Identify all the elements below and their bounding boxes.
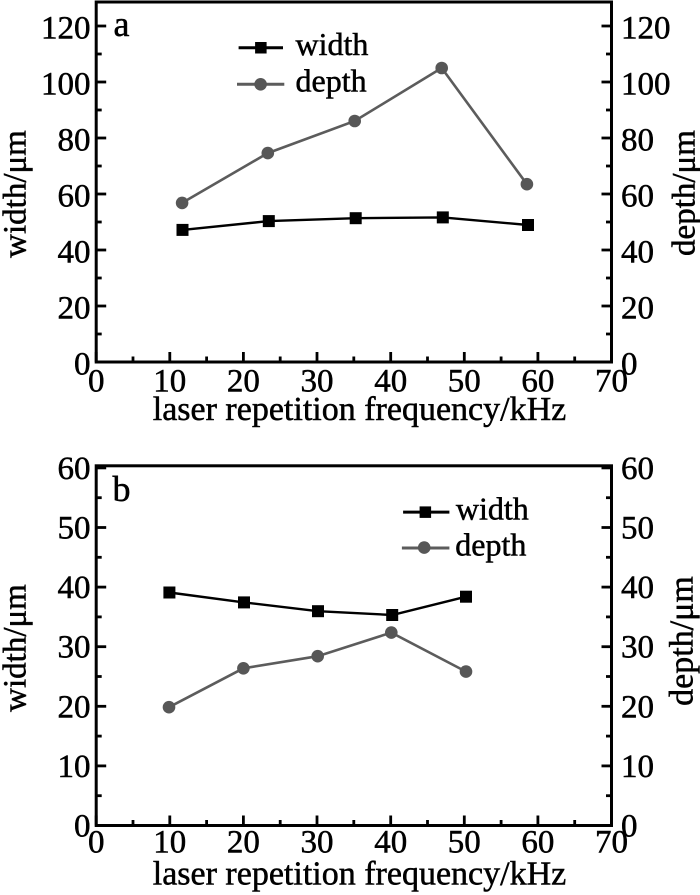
svg-text:70: 70 xyxy=(595,825,628,861)
svg-text:10: 10 xyxy=(153,364,186,400)
svg-text:0: 0 xyxy=(74,347,91,383)
svg-text:width/μm: width/μm xyxy=(0,130,34,258)
svg-text:0: 0 xyxy=(88,364,105,400)
svg-text:10: 10 xyxy=(621,749,654,785)
svg-text:30: 30 xyxy=(301,825,334,861)
svg-text:0: 0 xyxy=(621,809,638,845)
svg-text:60: 60 xyxy=(621,451,654,487)
svg-text:30: 30 xyxy=(621,630,654,666)
svg-text:80: 80 xyxy=(621,123,654,159)
svg-text:50: 50 xyxy=(58,511,91,547)
svg-text:0: 0 xyxy=(74,809,91,845)
svg-text:80: 80 xyxy=(58,123,91,159)
svg-text:40: 40 xyxy=(58,570,91,606)
svg-text:a: a xyxy=(114,4,130,44)
svg-text:120: 120 xyxy=(621,11,671,47)
svg-text:10: 10 xyxy=(58,749,91,785)
svg-text:40: 40 xyxy=(621,235,654,271)
svg-text:40: 40 xyxy=(374,825,407,861)
svg-text:20: 20 xyxy=(58,689,91,725)
svg-text:20: 20 xyxy=(58,291,91,327)
svg-text:50: 50 xyxy=(448,364,481,400)
svg-text:40: 40 xyxy=(374,364,407,400)
svg-text:60: 60 xyxy=(521,825,554,861)
svg-text:100: 100 xyxy=(621,67,671,103)
svg-text:0: 0 xyxy=(88,825,105,861)
svg-text:60: 60 xyxy=(521,364,554,400)
svg-text:30: 30 xyxy=(58,630,91,666)
svg-text:depth/μm: depth/μm xyxy=(664,576,700,706)
svg-text:laser repetition frequency/kHz: laser repetition frequency/kHz xyxy=(153,391,566,428)
svg-text:depth: depth xyxy=(296,63,367,99)
svg-text:50: 50 xyxy=(448,825,481,861)
svg-text:40: 40 xyxy=(621,570,654,606)
svg-text:b: b xyxy=(113,469,131,509)
svg-text:width/μm: width/μm xyxy=(0,584,34,712)
svg-text:30: 30 xyxy=(301,364,334,400)
svg-text:20: 20 xyxy=(621,689,654,725)
svg-text:10: 10 xyxy=(153,825,186,861)
svg-text:depth: depth xyxy=(455,527,526,563)
svg-text:laser repetition frequency/kHz: laser repetition frequency/kHz xyxy=(153,856,566,893)
svg-text:60: 60 xyxy=(58,451,91,487)
svg-text:40: 40 xyxy=(58,235,91,271)
svg-text:depth/μm: depth/μm xyxy=(667,130,700,256)
svg-text:60: 60 xyxy=(621,179,654,215)
svg-text:70: 70 xyxy=(595,364,628,400)
svg-text:20: 20 xyxy=(227,364,260,400)
svg-text:50: 50 xyxy=(621,511,654,547)
svg-text:60: 60 xyxy=(58,179,91,215)
svg-text:120: 120 xyxy=(41,11,91,47)
svg-text:20: 20 xyxy=(621,291,654,327)
svg-text:width: width xyxy=(296,26,369,62)
svg-text:0: 0 xyxy=(621,347,638,383)
svg-text:20: 20 xyxy=(227,825,260,861)
svg-text:100: 100 xyxy=(41,67,91,103)
svg-text:width: width xyxy=(456,491,529,527)
